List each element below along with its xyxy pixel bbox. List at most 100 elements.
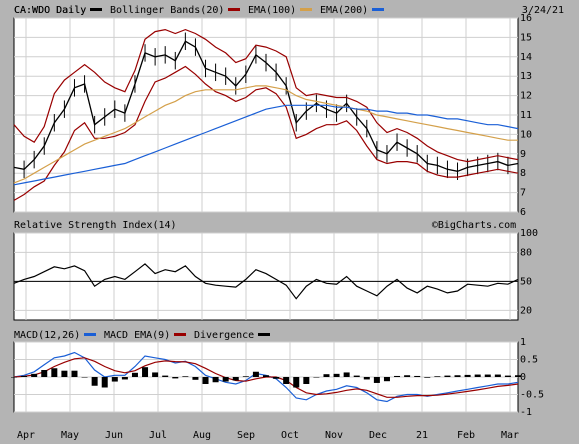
divergence-bar	[504, 375, 511, 377]
divergence-bar	[303, 377, 310, 384]
rsi-panel-bg	[13, 232, 519, 321]
divergence-bar	[192, 377, 199, 380]
divergence-bar	[212, 377, 219, 383]
x-tick-label: Mar	[501, 430, 519, 441]
divergence-bar	[162, 375, 169, 377]
price-y-tick-label: 14	[520, 52, 532, 63]
x-tick-label: Nov	[325, 430, 343, 441]
price-y-tick-label: 6	[520, 207, 526, 218]
divergence-bar	[252, 371, 259, 377]
x-tick-label: May	[61, 430, 79, 441]
divergence-bar	[313, 377, 320, 378]
macd-y-tick-label: -1	[520, 407, 532, 418]
divergence-bar	[394, 375, 401, 377]
x-tick-label: Aug	[193, 430, 211, 441]
ema-200--line	[13, 104, 519, 186]
date-label: 3/24/21	[522, 5, 564, 16]
symbol-label: CA:WDO Daily	[14, 5, 86, 16]
divergence-bar	[363, 377, 370, 380]
legend-label: Divergence	[194, 330, 254, 341]
legend-swatch	[228, 8, 240, 11]
divergence-bar	[111, 377, 118, 382]
x-tick-label: Feb	[457, 430, 475, 441]
macd-legend: MACD(12,26) MACD EMA(9) Divergence	[14, 330, 270, 341]
divergence-bar	[31, 373, 38, 377]
divergence-bar	[383, 377, 390, 382]
macd-y-tick-label: 1	[520, 337, 526, 348]
relative-strength-index-14--line	[13, 263, 519, 300]
divergence-bar	[464, 374, 471, 377]
price-y-tick-label: 7	[520, 188, 526, 199]
legend-label: Bollinger Bands(20)	[110, 5, 224, 16]
divergence-bar	[434, 376, 441, 377]
rsi-y-tick-label: 20	[520, 305, 532, 316]
legend-swatch	[84, 333, 96, 336]
x-tick-label: Apr	[17, 430, 35, 441]
legend-swatch	[300, 8, 312, 11]
divergence-bar	[61, 370, 68, 377]
price-panel: 6 7 8 9 10 11 12 13 14 15 16	[13, 13, 532, 218]
legend-label: MACD(12,26)	[14, 330, 80, 341]
divergence-bar	[373, 377, 380, 383]
divergence-bar	[404, 375, 411, 377]
credit-label: ©BigCharts.com	[432, 220, 516, 231]
x-tick-label: 21	[416, 430, 428, 441]
legend-swatch	[258, 333, 270, 336]
divergence-bar	[263, 375, 269, 377]
divergence-bar	[424, 377, 431, 378]
divergence-bar	[293, 377, 300, 388]
rsi-panel: 20 50 80 100	[13, 228, 538, 321]
rsi-y-tick-label: 100	[520, 228, 538, 239]
divergence-bar	[91, 377, 98, 386]
divergence-bar	[273, 377, 280, 379]
x-tick-label: Jul	[149, 430, 167, 441]
divergence-bar	[343, 372, 350, 377]
divergence-bar	[323, 374, 330, 377]
divergence-bar	[414, 375, 421, 377]
price-y-tick-label: 9	[520, 149, 526, 160]
legend-swatch	[372, 8, 384, 11]
divergence-bar	[172, 377, 179, 379]
macd-y-tick-label: 0.5	[520, 355, 538, 366]
divergence-bar	[71, 370, 78, 377]
divergence-bar	[494, 374, 501, 377]
x-tick-label: Oct	[281, 430, 299, 441]
divergence-bar	[353, 375, 360, 377]
divergence-bar	[333, 373, 340, 377]
x-axis: Apr May Jun Jul Aug Sep Oct Nov Dec 21 Feb Mar	[17, 430, 519, 441]
price-legend: CA:WDO Daily Bollinger Bands(20) EMA(100) E…	[14, 5, 384, 16]
divergence-bar	[222, 377, 229, 382]
divergence-bar	[444, 375, 451, 377]
macd-y-tick-label: 0	[520, 372, 526, 383]
divergence-bar	[152, 372, 159, 377]
macd-y-tick-label: -0.5	[520, 390, 544, 401]
divergence-bar	[242, 376, 249, 377]
legend-label: CA:WDO Daily	[14, 5, 86, 16]
divergence-bar	[484, 374, 491, 377]
divergence-bar	[131, 372, 138, 377]
price-y-tick-label: 15	[520, 32, 532, 43]
price-y-tick-label: 16	[520, 13, 532, 24]
x-tick-label: Dec	[369, 430, 387, 441]
legend-label: MACD EMA(9)	[104, 330, 170, 341]
rsi-y-tick-label: 80	[520, 247, 532, 258]
divergence-bar	[101, 377, 108, 388]
divergence-bar	[11, 377, 17, 378]
bollinger-bands-20--line	[13, 28, 519, 163]
price-y-tick-label: 8	[520, 168, 526, 179]
divergence-bar	[21, 375, 28, 377]
price-y-tick-label: 12	[520, 91, 532, 102]
divergence-bar	[202, 377, 209, 384]
divergence-bar	[182, 376, 189, 377]
divergence-bar	[41, 370, 48, 377]
price-y-tick-label: 10	[520, 129, 532, 140]
rsi-title: Relative Strength Index(14)	[14, 220, 177, 231]
divergence-bar	[454, 375, 461, 377]
x-tick-label: Jun	[105, 430, 123, 441]
divergence-bar	[121, 377, 128, 380]
price-y-tick-label: 13	[520, 71, 532, 82]
divergence-bar	[81, 377, 88, 378]
x-tick-label: Sep	[237, 430, 255, 441]
legend-label: EMA(100)	[248, 5, 296, 16]
